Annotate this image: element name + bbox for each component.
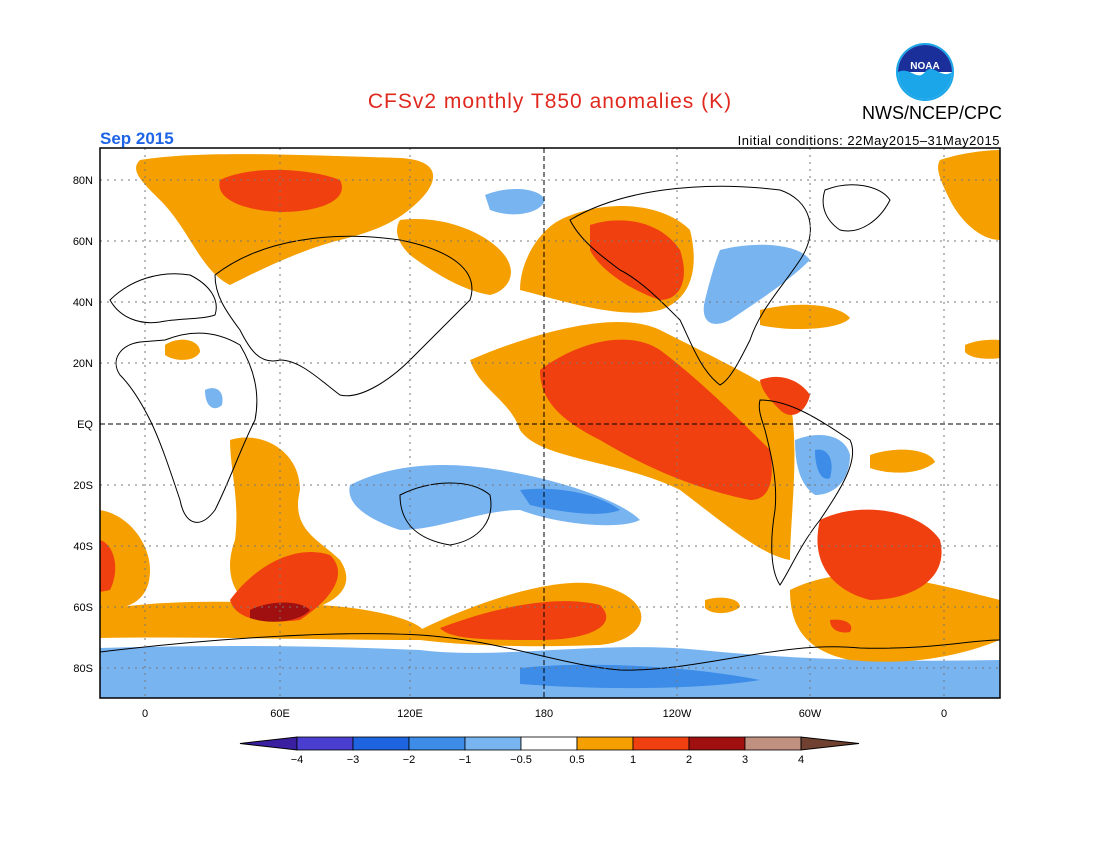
coastline-south-america xyxy=(758,399,854,586)
warm-region-indian-ocean-peak xyxy=(250,602,310,622)
latitude-labels: 80N 60N 40N 20N EQ 20S 40S 60S 80S xyxy=(73,175,94,675)
warm-region-east-pacific-core xyxy=(540,339,772,500)
lon-label: 180 xyxy=(535,708,553,720)
warm-region-arctic xyxy=(136,154,434,285)
lat-label: 80S xyxy=(73,663,93,675)
colorbar-label: 3 xyxy=(742,754,748,766)
warm-patch-se-pacific xyxy=(705,597,740,614)
logo-text: NOAA xyxy=(910,61,939,72)
warm-patch-south-atlantic-east xyxy=(870,449,935,473)
warm-region-west-edge xyxy=(100,510,150,610)
warm-region-south-pacific-core xyxy=(440,601,607,640)
colorbar-swatch xyxy=(352,736,410,751)
coastline-greenland xyxy=(822,184,891,232)
cold-patch-east-africa xyxy=(205,388,223,409)
colorbar-swatch xyxy=(464,736,522,751)
warm-patch-arabia xyxy=(165,339,200,360)
cold-region-australia xyxy=(349,465,640,530)
cold-region-australia-core xyxy=(520,488,620,514)
lat-label: 40N xyxy=(73,297,93,309)
lon-label: 0 xyxy=(142,708,148,720)
warm-region-south-atlantic-core xyxy=(817,509,942,600)
cold-region-antarctica-strong xyxy=(520,664,760,689)
warm-region-south-atlantic xyxy=(790,574,1000,662)
longitude-labels: 0 60E 120E 180 120W 60W 0 xyxy=(142,708,947,720)
coastlines xyxy=(100,184,1000,671)
colorbar-label: −0.5 xyxy=(510,754,532,766)
lat-label: 60N xyxy=(73,236,93,248)
map-title: CFSv2 monthly T850 anomalies (K) xyxy=(367,90,733,113)
lon-label: 120E xyxy=(397,708,423,720)
lat-label: 80N xyxy=(73,175,93,187)
lat-label: 20S xyxy=(73,480,93,492)
colorbar-label: −1 xyxy=(459,754,472,766)
colorbar: −4 −3 −2 −1 −0.5 0.5 1 2 3 4 xyxy=(239,736,860,766)
graticule xyxy=(100,148,1000,698)
coastline-asia xyxy=(214,235,473,397)
lon-label: 60W xyxy=(799,708,822,720)
coastline-europe xyxy=(109,273,217,324)
warm-region-west-edge-core xyxy=(100,540,116,592)
colorbar-swatch xyxy=(408,736,466,751)
coastline-africa xyxy=(115,332,258,523)
cold-patch-arctic-pacific xyxy=(485,188,545,215)
lat-label: 60S xyxy=(73,602,93,614)
reference-lines xyxy=(100,148,1000,698)
agency-label: NWS/NCEP/CPC xyxy=(861,103,1002,123)
colorbar-label: 1 xyxy=(630,754,636,766)
colorbar-label: −2 xyxy=(403,754,416,766)
colorbar-label: 2 xyxy=(686,754,692,766)
colorbar-label: −3 xyxy=(347,754,360,766)
coastline-north-america xyxy=(569,185,811,386)
warm-region-siberia xyxy=(397,219,511,295)
initial-conditions: Initial conditions: 22May2015–31May2015 xyxy=(737,133,1000,148)
colorbar-swatch xyxy=(744,736,802,751)
forecast-period: Sep 2015 xyxy=(100,129,174,148)
colorbar-swatch xyxy=(520,736,578,751)
warm-region-east-edge xyxy=(938,150,1000,240)
anomaly-shading xyxy=(100,150,1000,698)
colorbar-swatch xyxy=(632,736,690,751)
colorbar-swatch xyxy=(688,736,746,751)
warm-region-north-pacific-core xyxy=(590,220,684,300)
colorbar-arrow-low xyxy=(239,736,298,751)
warm-patch-caribbean xyxy=(760,376,810,415)
lon-label: 60E xyxy=(270,708,290,720)
map-frame xyxy=(99,147,1001,699)
noaa-logo: NOAA xyxy=(896,43,954,101)
colorbar-label: 4 xyxy=(798,754,804,766)
colorbar-label: 0.5 xyxy=(569,754,584,766)
coastline-antarctica xyxy=(100,633,1000,671)
cold-region-brazil-core xyxy=(815,449,832,479)
cold-region-north-america xyxy=(703,244,810,324)
lon-label: 0 xyxy=(941,708,947,720)
colorbar-arrow-high xyxy=(800,736,860,751)
lon-label: 120W xyxy=(663,708,692,720)
lat-label: 20N xyxy=(73,358,93,370)
colorbar-swatch xyxy=(576,736,634,751)
warm-patch-north-atlantic xyxy=(760,304,850,330)
warm-region-indian-ocean-core xyxy=(230,552,339,622)
warm-patch-east-edge-20n xyxy=(965,339,1000,359)
coastline-australia xyxy=(399,482,492,546)
colorbar-swatch xyxy=(296,736,354,751)
lat-label: 40S xyxy=(73,541,93,553)
warm-patch-atlantic-60s xyxy=(830,619,852,633)
lat-label: EQ xyxy=(77,419,93,431)
colorbar-label: −4 xyxy=(291,754,304,766)
